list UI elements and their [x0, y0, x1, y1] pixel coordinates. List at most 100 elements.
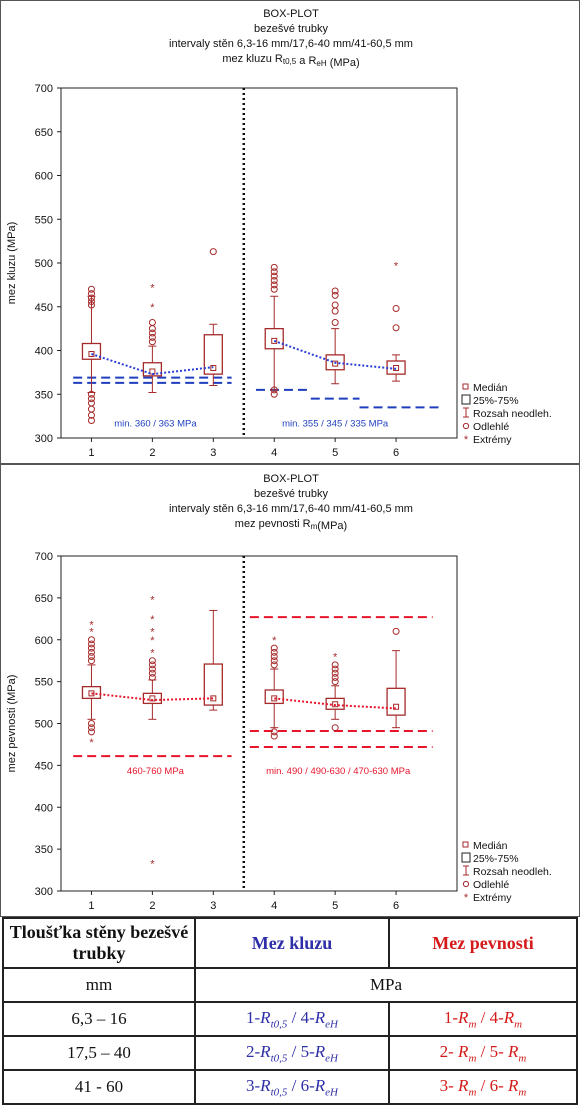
c1-title-line-0: BOX-PLOT: [263, 8, 319, 20]
outlier-point: [87, 720, 95, 727]
c2-xtick-label: 5: [332, 900, 338, 912]
outlier-point: [331, 678, 339, 686]
yield-symbol-cell: 1-Rt0,5 / 4-ReH: [194, 1001, 390, 1037]
c2-ytick-label: 500: [35, 719, 53, 731]
outlier-point: [87, 405, 95, 413]
outlier-point: [87, 285, 95, 293]
outlier-point: [270, 285, 278, 293]
extreme-point: *: [333, 652, 338, 664]
c1-xtick-label: 3: [210, 447, 216, 459]
header-strength: Mez pevnosti: [388, 917, 578, 969]
c2-legend-range-symbol: [463, 865, 469, 876]
c1-legend-label: Rozsah neodleh.: [473, 408, 552, 420]
box-plot-strength: BOX-PLOT bezešvé trubky intervaly stěn 6,3…: [6, 473, 552, 912]
c1-legend-label: Medián: [473, 382, 508, 394]
chart-panel-yield: BOX-PLOT bezešvé trubky intervaly stěn 6,3…: [0, 0, 580, 464]
outlier-point: [87, 636, 95, 644]
outlier-point: [331, 669, 339, 677]
c1-legend-outlier-symbol: [462, 422, 470, 430]
iqr-box: [325, 697, 345, 710]
outlier-point: [270, 277, 278, 284]
outlier-point: [270, 728, 278, 736]
iqr-box: [386, 360, 406, 375]
c1-xtick-label: 2: [149, 447, 155, 459]
extreme-point: *: [394, 261, 399, 273]
c1-legend-label: Odlehlé: [473, 421, 509, 433]
c1-ytick-label: 450: [35, 302, 53, 314]
c1-box-3: [203, 248, 223, 386]
table-row: 41 - 60 3-Rt0,5 / 6-ReH 3- Rm / 6- Rm: [2, 1069, 578, 1105]
c2-trend-line-1: [274, 697, 397, 710]
c2-annotation: min. 490 / 490-630 / 470-630 MPa: [266, 766, 411, 777]
c2-legend-median-symbol: [462, 841, 469, 848]
outlier-point: [148, 665, 156, 673]
outlier-point: [331, 724, 339, 732]
outlier-point: [331, 307, 339, 315]
c2-legend-label: Extrémy: [473, 892, 512, 904]
iqr-box: [203, 334, 223, 375]
outlier-point: [87, 653, 95, 660]
c2-legend-outlier-symbol: [462, 880, 470, 888]
c2-ytick-label: 650: [35, 593, 53, 605]
outlier-point: [270, 390, 278, 398]
c2-ytick-label: 700: [35, 551, 53, 563]
c1-trend-line-0: [91, 353, 214, 376]
extreme-point: *: [150, 626, 155, 638]
c2-box-1: ***: [81, 620, 102, 749]
thickness-range-cell: 17,5 – 40: [2, 1035, 196, 1071]
extreme-point: *: [150, 647, 155, 659]
c1-box-2: **: [142, 283, 163, 393]
median-marker: [88, 690, 95, 697]
header-thickness: Tloušťka stěny bezešvé trubky: [2, 917, 196, 969]
c2-xtick-label: 3: [210, 900, 216, 912]
c2-box-6: [386, 627, 406, 729]
c2-legend-extreme-symbol: *: [464, 892, 469, 904]
outlier-point: [270, 281, 278, 289]
outlier-point: [270, 661, 278, 669]
outlier-point: [148, 329, 156, 337]
iqr-box: [203, 663, 223, 706]
units-mpa: MPa: [194, 967, 578, 1003]
strength-symbol-cell: 1-Rm / 4-Rm: [388, 1001, 578, 1037]
table-header-row: Tloušťka stěny bezešvé trubky Mez kluzu …: [2, 917, 578, 969]
outlier-point: [87, 290, 95, 298]
units-mm: mm: [2, 967, 196, 1003]
table-units-row: mm MPa: [2, 967, 578, 1003]
extreme-point: *: [150, 595, 155, 607]
c2-title-measure: mez pevnosti Rm(MPa): [235, 518, 347, 532]
box-plot-yield: BOX-PLOT bezešvé trubky intervaly stěn 6,3…: [6, 8, 552, 459]
extreme-point: *: [150, 283, 155, 295]
outlier-point: [148, 333, 156, 341]
c1-xtick-label: 1: [88, 447, 94, 459]
c1-annotation: min. 360 / 363 MPa: [114, 419, 197, 430]
c1-ylabel: mez kluzu (MPa): [6, 222, 18, 305]
c2-box-2: ******: [142, 595, 163, 870]
outlier-point: [331, 673, 339, 681]
outlier-point: [87, 724, 95, 732]
c2-ytick-label: 350: [35, 844, 53, 856]
chart-panel-strength: BOX-PLOT bezešvé trubky intervaly stěn 6,3…: [0, 464, 580, 917]
c2-legend-label: Rozsah neodleh.: [473, 866, 552, 878]
c2-annotation: 460-760 MPa: [127, 766, 185, 777]
outlier-point: [148, 657, 156, 665]
outlier-point: [270, 653, 278, 660]
outlier-point: [392, 324, 400, 332]
extreme-point: *: [150, 858, 155, 870]
outlier-point: [392, 627, 400, 635]
outlier-point: [148, 338, 156, 346]
outlier-point: [270, 732, 278, 740]
c1-title-measure: mez kluzu Rt0,5 a ReH (MPa): [222, 53, 359, 69]
extreme-point: *: [150, 635, 155, 647]
outlier-point: [270, 386, 278, 394]
outlier-point: [331, 665, 339, 673]
c1-box-6: *: [386, 261, 406, 382]
outlier-point: [270, 272, 278, 280]
thickness-range-cell: 6,3 – 16: [2, 1001, 196, 1037]
outlier-point: [87, 301, 95, 309]
outlier-point: [148, 319, 156, 326]
outlier-point: [270, 268, 278, 276]
outlier-point: [331, 291, 339, 299]
c2-plot-frame: [60, 555, 458, 892]
c1-box-4: [264, 263, 284, 398]
c1-ytick-label: 600: [35, 171, 53, 183]
